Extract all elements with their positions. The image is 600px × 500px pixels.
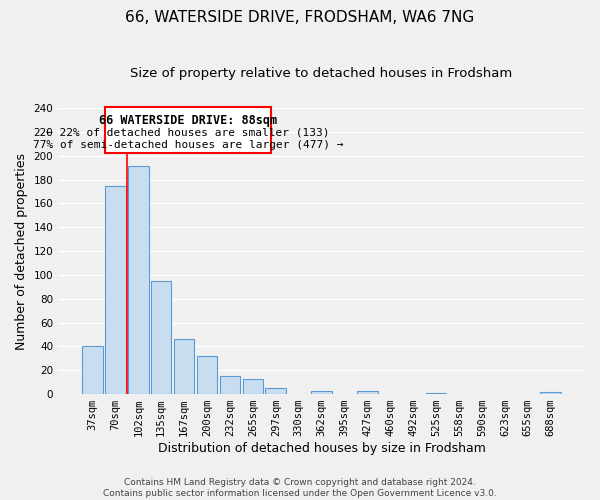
Bar [220, 376, 240, 394]
Bar [82, 346, 103, 394]
Title: Size of property relative to detached houses in Frodsham: Size of property relative to detached ho… [130, 68, 513, 80]
Bar [541, 392, 561, 394]
X-axis label: Distribution of detached houses by size in Frodsham: Distribution of detached houses by size … [158, 442, 485, 455]
Bar [128, 166, 149, 394]
Bar [151, 281, 172, 394]
Bar [105, 186, 125, 394]
Bar [357, 390, 378, 394]
Text: Contains HM Land Registry data © Crown copyright and database right 2024.
Contai: Contains HM Land Registry data © Crown c… [103, 478, 497, 498]
Text: 66 WATERSIDE DRIVE: 88sqm: 66 WATERSIDE DRIVE: 88sqm [99, 114, 277, 127]
Bar [265, 388, 286, 394]
Text: ← 22% of detached houses are smaller (133): ← 22% of detached houses are smaller (13… [46, 127, 330, 137]
Text: 77% of semi-detached houses are larger (477) →: 77% of semi-detached houses are larger (… [33, 140, 343, 150]
Bar [426, 393, 446, 394]
Y-axis label: Number of detached properties: Number of detached properties [15, 152, 28, 350]
FancyBboxPatch shape [105, 107, 271, 154]
Bar [311, 390, 332, 394]
Bar [174, 340, 194, 394]
Bar [242, 378, 263, 394]
Text: 66, WATERSIDE DRIVE, FRODSHAM, WA6 7NG: 66, WATERSIDE DRIVE, FRODSHAM, WA6 7NG [125, 10, 475, 25]
Bar [197, 356, 217, 394]
